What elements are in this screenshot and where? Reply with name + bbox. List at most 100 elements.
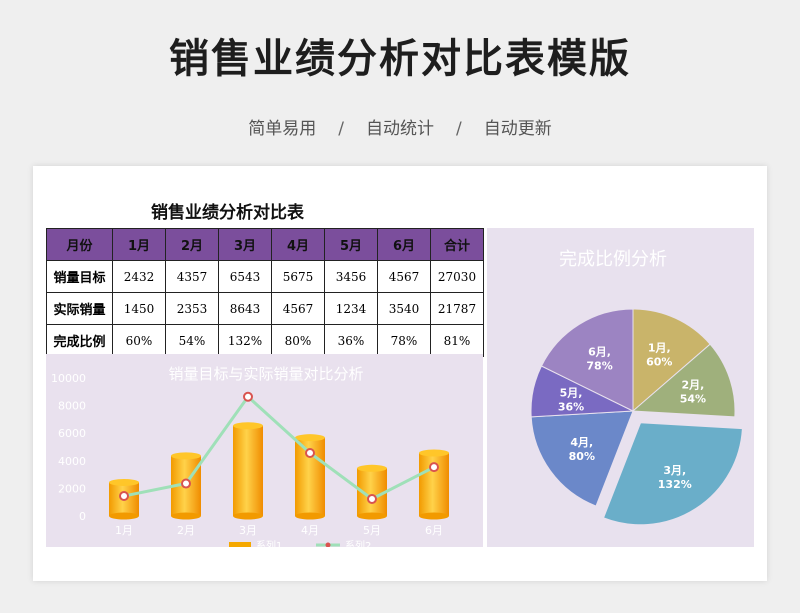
pie-slice-label: 6月, <box>588 345 611 358</box>
column-header: 2月 <box>165 228 219 261</box>
pie-slice-label: 3月, <box>663 464 686 477</box>
table-header-row: 月份 1月 2月 3月 4月 5月 6月 合计 <box>46 228 484 261</box>
table-cell: 60% <box>112 324 166 357</box>
column-header: 1月 <box>112 228 166 261</box>
x-tick-label: 2月 <box>177 524 195 537</box>
y-tick-label: 0 <box>79 510 86 523</box>
pie-slice-value: 80% <box>569 450 595 463</box>
legend-swatch-bar <box>229 542 251 548</box>
pie-slice-label: 5月, <box>560 386 583 399</box>
pie-slice-label: 1月, <box>648 341 671 354</box>
bar-base <box>357 512 387 520</box>
bar-top <box>357 464 387 472</box>
pie-slice-value: 36% <box>558 400 584 413</box>
legend-label: 系列2 <box>345 539 371 547</box>
feature-tag: 简单易用 <box>248 119 317 139</box>
table-row: 实际销量 1450 2353 8643 4567 1234 3540 21787 <box>46 292 484 325</box>
column-header: 5月 <box>324 228 378 261</box>
column-header: 月份 <box>46 228 113 261</box>
bar-base <box>295 512 325 520</box>
bar-line-chart: 销量目标与实际销量对比分析 0 2000 4000 6000 8000 10000 1月 2月… <box>51 365 449 552</box>
pie-chart: 完成比例分析 1月,60% 2月,54% 3月,132% 4月,80% 5月,36% 6月… <box>530 249 743 526</box>
bar-chart-panel: 销量目标与实际销量对比分析 0 2000 4000 6000 8000 10000 1月 2月… <box>46 354 483 552</box>
report-card: 销售业绩分析对比表 月份 1月 2月 3月 4月 5月 6月 合计 销量目标 2… <box>33 166 767 581</box>
pie-slice <box>632 308 711 413</box>
row-label: 实际销量 <box>46 292 113 325</box>
pie-chart-panel: 完成比例分析 1月, 60% 2月, 54% 3月, 132% 4月, 80% 5月, 36% 6月… <box>487 228 754 547</box>
table-cell: 81% <box>430 324 484 357</box>
pie-chart-title: 完成比例分析 <box>559 249 667 270</box>
page-title: 销售业绩分析对比表模版 <box>169 36 631 82</box>
bar-base <box>419 512 449 520</box>
bar-top <box>109 478 139 486</box>
pie-slice <box>530 410 634 507</box>
column-header: 合计 <box>430 228 484 261</box>
table-cell: 36% <box>324 324 378 357</box>
x-tick-label: 3月 <box>239 524 257 537</box>
line-series <box>123 394 435 501</box>
pie-slice-label: 2月, <box>681 379 704 392</box>
table-row: 销量目标 2432 4357 6543 5675 3456 4567 27030 <box>46 260 484 293</box>
bar-top <box>233 422 263 430</box>
table-cell: 80% <box>271 324 325 357</box>
bar-top <box>295 434 325 442</box>
table-cell: 3540 <box>377 292 431 325</box>
line-point <box>429 462 439 473</box>
pie-slice-value: 54% <box>680 393 706 406</box>
pie-slice-value: 60% <box>646 355 672 368</box>
pie-slice-value: 78% <box>586 359 612 372</box>
table-cell: 4357 <box>165 260 219 293</box>
column-header: 4月 <box>271 228 325 261</box>
pie-slice <box>631 343 736 418</box>
feature-tags: 简单易用 / 自动统计 / 自动更新 <box>0 114 800 139</box>
y-tick-label: 2000 <box>58 482 86 495</box>
table-cell: 132% <box>218 324 272 357</box>
table-cell: 2432 <box>112 260 166 293</box>
x-tick-label: 5月 <box>363 524 381 537</box>
feature-tag: 自动统计 <box>366 119 434 139</box>
row-label: 完成比例 <box>46 324 113 357</box>
table-cell: 2353 <box>165 292 219 325</box>
bar <box>233 425 263 516</box>
tag-separator: / <box>456 119 462 139</box>
x-tick-label: 1月 <box>115 524 133 537</box>
row-label: 销量目标 <box>46 260 113 293</box>
table-cell: 78% <box>377 324 431 357</box>
pie-slice <box>602 422 743 526</box>
y-tick-label: 6000 <box>58 427 86 440</box>
bar-top <box>171 452 201 460</box>
bar-base <box>233 512 263 520</box>
table-cell: 54% <box>165 324 219 357</box>
line-point <box>119 490 129 501</box>
y-tick-label: 8000 <box>58 400 86 413</box>
table-cell: 4567 <box>377 260 431 293</box>
table-cell: 21787 <box>430 292 484 325</box>
line-point <box>305 447 315 458</box>
line-point <box>367 493 377 504</box>
table-cell: 5675 <box>271 260 325 293</box>
sales-table: 月份 1月 2月 3月 4月 5月 6月 合计 销量目标 2432 4357 6… <box>46 228 484 357</box>
table-row: 完成比例 60% 54% 132% 80% 36% 78% 81% <box>46 324 484 357</box>
line-point <box>243 391 253 402</box>
pie-slice-label: 4月, <box>570 436 593 449</box>
table-cell: 6543 <box>218 260 272 293</box>
x-tick-label: 4月 <box>301 524 319 537</box>
column-header: 6月 <box>377 228 431 261</box>
bar-chart-title: 销量目标与实际销量对比分析 <box>168 365 363 383</box>
table-cell: 8643 <box>218 292 272 325</box>
legend-label: 系列1 <box>256 539 282 547</box>
x-tick-label: 6月 <box>425 524 443 537</box>
column-header: 3月 <box>218 228 272 261</box>
y-tick-label: 10000 <box>51 372 86 385</box>
table-cell: 4567 <box>271 292 325 325</box>
bar-base <box>109 512 139 520</box>
y-tick-label: 4000 <box>58 455 86 468</box>
table-cell: 1234 <box>324 292 378 325</box>
feature-tag: 自动更新 <box>483 119 552 139</box>
tag-separator: / <box>338 119 344 139</box>
pie-slice-value: 132% <box>658 478 692 491</box>
table-title: 销售业绩分析对比表 <box>151 203 304 223</box>
table-cell: 1450 <box>112 292 166 325</box>
bar-top <box>419 449 449 457</box>
bar-base <box>171 512 201 520</box>
